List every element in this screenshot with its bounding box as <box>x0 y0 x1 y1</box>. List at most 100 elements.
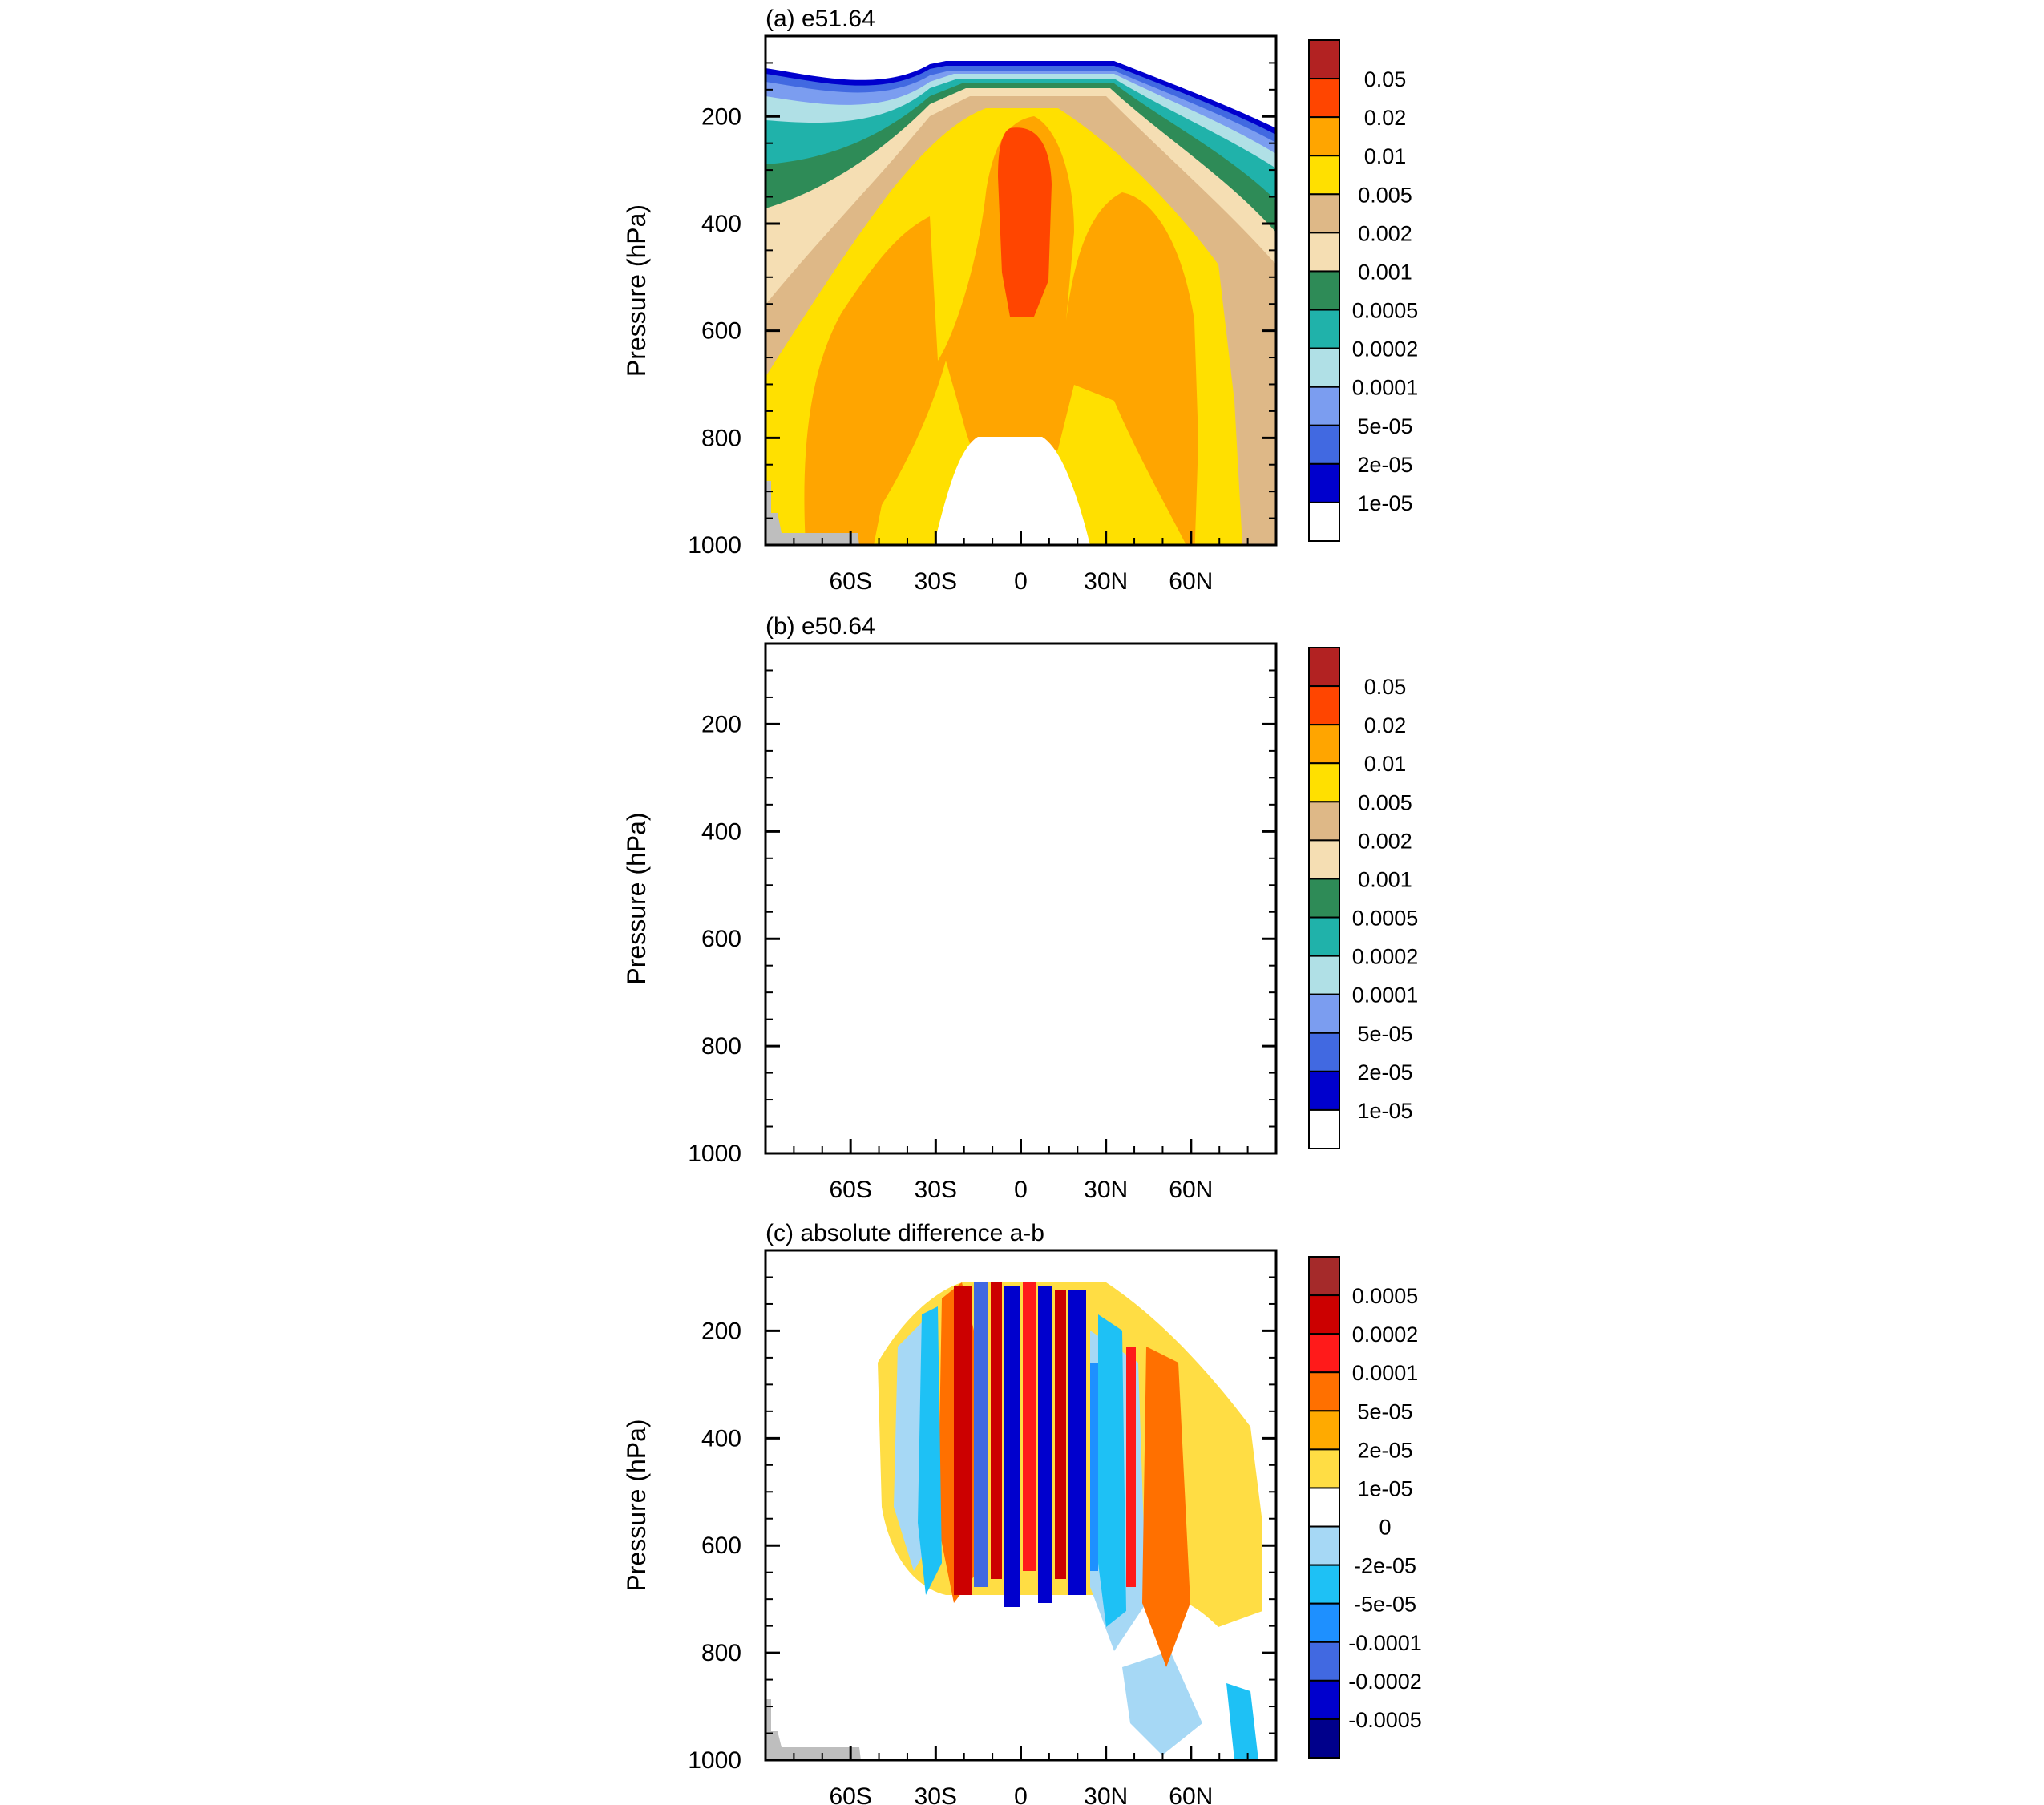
x-tick-label: 60S <box>829 1783 871 1805</box>
band-neg-5 <box>1090 1363 1098 1571</box>
colorbar-swatch <box>1308 193 1340 234</box>
x-tick-label: 0 <box>1014 1783 1028 1805</box>
y-axis-label: Pressure (hPa) <box>622 1419 651 1591</box>
panel-b: (b) e50.64 200 400 600 800 1000 60S 30S 0 30N 60N… <box>622 613 1418 1203</box>
colorbar-swatch <box>1308 724 1340 765</box>
contour-1e-05 <box>765 668 1276 1153</box>
colorbar-label: 0.05 <box>1364 67 1407 91</box>
panel-a: (a) e51.64 200 400 600 800 1000 60S 30S 0 30N 60N… <box>622 6 1418 595</box>
colorbar-swatch <box>1308 1108 1340 1150</box>
colorbar-swatch <box>1308 801 1340 842</box>
axes: 200 400 600 800 1000 60S 30S 0 30N 60N Pressure (h… <box>622 1276 1276 1805</box>
x-tick-label: 60N <box>1169 1783 1213 1805</box>
colorbar-swatch <box>1308 647 1340 688</box>
colorbar-label: 0.0001 <box>1352 1361 1419 1385</box>
colorbar-label: 0.0002 <box>1352 1322 1419 1347</box>
colorbar-swatch <box>1308 993 1340 1034</box>
colorbar-label: 1e-05 <box>1357 1099 1412 1123</box>
contour-field <box>765 36 1276 545</box>
colorbar-label: 0.001 <box>1358 260 1412 284</box>
colorbar-label: 0.002 <box>1358 829 1412 853</box>
contour-dry-core <box>934 1044 1090 1153</box>
colorbar-swatch <box>1308 501 1340 543</box>
y-tick-label: 200 <box>701 1318 741 1344</box>
colorbar-label: 5e-05 <box>1357 1022 1412 1046</box>
colorbar-swatch <box>1308 916 1340 957</box>
panel-title: (a) e51.64 <box>765 6 875 32</box>
colorbar-swatch <box>1308 1602 1340 1643</box>
contour-0.0002 <box>765 686 1276 1153</box>
colorbar-swatch <box>1308 309 1340 349</box>
panel-title: (b) e50.64 <box>765 613 875 640</box>
colorbar-label: -0.0001 <box>1348 1631 1422 1655</box>
colorbar-label: -5e-05 <box>1354 1593 1416 1617</box>
y-tick-label: 400 <box>701 818 741 845</box>
colorbar-swatch <box>1308 955 1340 995</box>
x-tick-label: 30N <box>1084 1177 1128 1203</box>
colorbar-label: -2e-05 <box>1354 1554 1416 1578</box>
colorbar-swatch <box>1308 1448 1340 1489</box>
colorbar-swatch <box>1308 78 1340 119</box>
band-neg-1 <box>974 1282 988 1587</box>
y-tick-label: 800 <box>701 1640 741 1666</box>
band-neg-2 <box>1004 1286 1020 1607</box>
contour-0.002 <box>765 704 1276 1153</box>
colorbar-swatch <box>1308 839 1340 880</box>
y-tick-label: 200 <box>701 711 741 737</box>
colorbar-label: 0.005 <box>1358 790 1412 814</box>
band-neg-4 <box>1068 1290 1086 1595</box>
x-tick-label: 30N <box>1084 1783 1128 1805</box>
band-pos-4 <box>1055 1290 1066 1579</box>
colorbar-swatch <box>1308 1294 1340 1335</box>
band-pos-1 <box>954 1286 972 1595</box>
y-axis-label: Pressure (hPa) <box>622 204 651 377</box>
colorbar-label: 5e-05 <box>1357 414 1412 438</box>
colorbar-swatch <box>1308 1525 1340 1566</box>
panel-title: (c) absolute difference a-b <box>765 1220 1044 1246</box>
contour-dry-core <box>934 437 1090 545</box>
colorbar-swatch <box>1308 232 1340 273</box>
colorbar-swatch <box>1308 1641 1340 1682</box>
colorbar-swatch <box>1308 270 1340 311</box>
x-tick-label: 30S <box>915 568 957 595</box>
y-tick-label: 800 <box>701 1033 741 1060</box>
colorbar: 0.05 0.02 0.01 0.005 0.002 0.001 0.0005 0.0002 0… <box>1308 647 1419 1150</box>
colorbar: 0.05 0.02 0.01 0.005 0.002 0.001 0.0005 0.0002 0… <box>1308 39 1419 543</box>
contour-0.0001 <box>765 681 1276 1153</box>
band-neg-3 <box>1038 1286 1052 1603</box>
y-axis-label: Pressure (hPa) <box>622 812 651 984</box>
colorbar-label: 0.01 <box>1364 752 1407 776</box>
x-tick-label: 0 <box>1014 1177 1028 1203</box>
colorbar-label: 2e-05 <box>1357 453 1412 477</box>
colorbar-swatch <box>1308 1679 1340 1720</box>
colorbar-swatch <box>1308 386 1340 426</box>
colorbar-label: 0.0002 <box>1352 337 1419 361</box>
axes: 200 400 600 800 1000 60S 30S 0 30N 60N Pressure (h… <box>622 669 1276 1203</box>
colorbar-label: 0.0001 <box>1352 376 1419 400</box>
contour-0.01 <box>804 724 1198 1169</box>
colorbar-swatch <box>1308 116 1340 157</box>
topography-mask <box>765 1088 859 1153</box>
colorbar-swatch <box>1308 1070 1340 1111</box>
colorbar-swatch <box>1308 685 1340 726</box>
y-tick-label: 600 <box>701 1532 741 1559</box>
colorbar-label: 2e-05 <box>1357 1438 1412 1462</box>
colorbar-label: 0.05 <box>1364 675 1407 699</box>
colorbar-label: 1e-05 <box>1357 1476 1412 1500</box>
colorbar-swatch <box>1308 1487 1340 1528</box>
x-tick-label: 60N <box>1169 568 1213 595</box>
x-tick-label: 60S <box>829 568 871 595</box>
colorbar-swatch <box>1308 762 1340 803</box>
band-pos-3 <box>1023 1282 1036 1571</box>
x-tick-label: 60N <box>1169 1177 1213 1203</box>
x-tick-label: 30N <box>1084 568 1128 595</box>
contour-5e-05 <box>765 678 1276 1153</box>
colorbar: 0.0005 0.0002 0.0001 5e-05 2e-05 1e-05 0 -2e-05… <box>1308 1256 1422 1759</box>
contour-2e-05 <box>765 673 1276 1153</box>
colorbar-label: 0.02 <box>1364 106 1407 130</box>
colorbar-swatch <box>1308 155 1340 196</box>
colorbar-label: 0.0001 <box>1352 983 1419 1007</box>
y-tick-label: 1000 <box>688 532 741 559</box>
contour-0.02 <box>998 735 1052 924</box>
colorbar-label: 0.0002 <box>1352 945 1419 969</box>
